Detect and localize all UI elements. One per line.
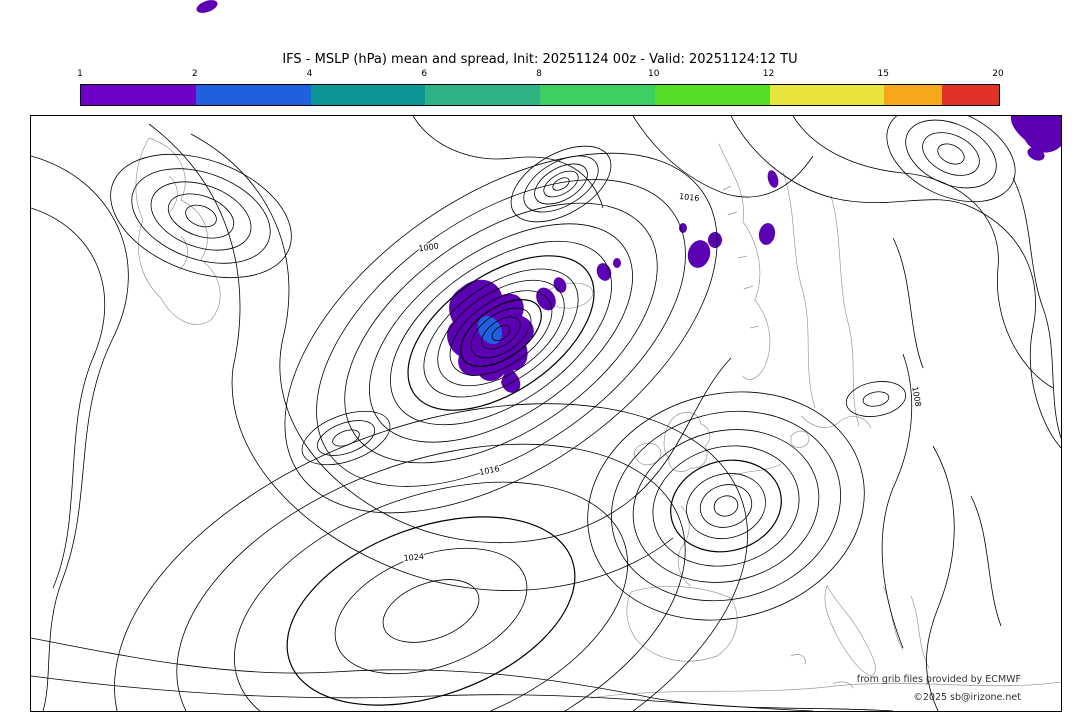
- isobar-faint: [892, 237, 924, 369]
- colorbar-tick: 12: [762, 69, 775, 79]
- spread-colorbar: [80, 84, 1000, 106]
- coast-baltic: [800, 415, 872, 429]
- attribution-source: from grib files provided by ECMWF: [856, 674, 1021, 685]
- coast-scandinavia: [782, 171, 860, 427]
- coast-iberia: [626, 586, 738, 662]
- colorbar-tick: 10: [648, 69, 660, 79]
- colorbar-segment: [310, 85, 426, 105]
- isobar: [31, 637, 894, 711]
- isobar: [31, 155, 129, 711]
- attribution-copyright: ©2025 sb@irizone.net: [913, 692, 1021, 703]
- isobar: [412, 116, 604, 209]
- coast-greenland: [135, 137, 221, 325]
- colorbar-tick: 1: [77, 69, 83, 79]
- contour-label: 1000: [418, 242, 439, 254]
- colorbar-tick: 6: [421, 69, 428, 79]
- coast-denmark: [790, 430, 810, 448]
- spread-blob: [687, 240, 711, 268]
- isobar-faint: [1012, 177, 1061, 439]
- colorbar-segment: [884, 85, 942, 105]
- isobar: [632, 116, 814, 198]
- colorbar-segment: [425, 85, 540, 105]
- colorbar-tick: 2: [191, 69, 198, 79]
- coast-greenland-detail: [168, 175, 188, 271]
- isobar: [190, 133, 732, 544]
- contour-label: 1024: [403, 552, 424, 563]
- coast-north-africa: [590, 681, 1061, 699]
- coast-italy: [824, 585, 876, 677]
- colorbar-segment: [769, 85, 885, 105]
- isobar: [148, 123, 674, 591]
- coast-balkans: [882, 585, 930, 669]
- isobar-faint: [970, 495, 1002, 627]
- colorbar-tick: 8: [536, 69, 542, 79]
- spread-blob: [553, 277, 567, 293]
- colorbar-segment: [195, 85, 311, 105]
- contours-greenland: [110, 153, 292, 279]
- spread-blob: [596, 263, 612, 281]
- contour-lines: [31, 116, 1061, 711]
- contours-top-right: [886, 116, 1016, 203]
- spread-blob: [1027, 147, 1045, 161]
- spread-blob: [758, 223, 776, 245]
- isobar: [31, 675, 814, 711]
- coast-islands: [790, 654, 854, 689]
- coast-norway-fjords: [722, 185, 760, 329]
- spread-core: [477, 315, 503, 345]
- colorbar-segment: [941, 85, 999, 105]
- coast-low-countries: [730, 463, 782, 477]
- contour-label: 1016: [679, 192, 700, 203]
- coast-norway: [718, 143, 771, 380]
- colorbar-segment: [540, 85, 655, 105]
- high-pressure-contours-south: [114, 403, 748, 711]
- isobar: [881, 353, 913, 649]
- colorbar-tick: 4: [306, 69, 313, 79]
- spread-blob: [767, 170, 779, 188]
- low-pressure-contours-main: [284, 152, 718, 514]
- coast-ireland: [634, 442, 662, 466]
- spread-blob: [679, 223, 687, 233]
- spread-blob-top-edge: [194, 0, 220, 16]
- chart-title: IFS - MSLP (hPa) mean and spread, Init: …: [282, 52, 798, 67]
- contours-top-middle: [510, 145, 612, 223]
- spread-blob-corner: [1010, 116, 1061, 153]
- low-pressure-contours-iberia: [587, 391, 865, 621]
- coastlines: [135, 137, 1061, 699]
- colorbar-tick: 15: [877, 69, 889, 79]
- isobar: [31, 207, 106, 589]
- contour-label: 1016: [479, 464, 501, 477]
- colorbar-tick: 20: [992, 69, 1004, 79]
- isobar: [730, 116, 1061, 449]
- colorbar-segment: [81, 85, 196, 105]
- coast-france: [677, 505, 692, 587]
- map-area: 1000 1016 1016 1024 1008 from grib files pro…: [30, 115, 1062, 712]
- spread-blob: [613, 258, 621, 268]
- high-pressure-contours-west: [301, 410, 391, 466]
- contours-right-mid: [845, 381, 907, 417]
- colorbar-segment: [654, 85, 770, 105]
- coast-uk: [663, 411, 711, 472]
- spread-blob: [708, 232, 722, 248]
- isobar: [792, 116, 1054, 389]
- isobar: [926, 445, 955, 711]
